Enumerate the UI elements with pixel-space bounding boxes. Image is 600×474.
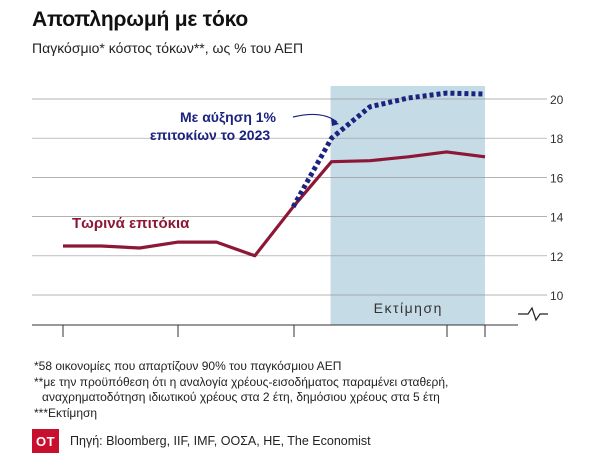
chart-title: Αποπληρωμή με τόκο: [32, 8, 249, 31]
footnotes: *58 οικονομίες που απαρτίζουν 90% του πα…: [34, 359, 448, 421]
annotation-rate-hike-line1: Με αύξηση 1%: [180, 109, 277, 125]
footnote-2: **με την προϋπόθεση ότι η αναλογία χρέου…: [34, 374, 449, 389]
y-tick-label-16: 16: [550, 171, 564, 185]
y-tick-label-12: 12: [550, 250, 564, 264]
line-chart: 10 12 14 16 18 20 Εκτίμηση Με αύξηση 1% επιτοκίω…: [32, 86, 564, 337]
annotation-arrow-line: [292, 113, 338, 123]
series-current-rates-line: [63, 150, 486, 258]
chart-subtitle: Παγκόσμιο* κόστος τόκων**, ως % του ΑΕΠ: [32, 40, 304, 56]
source-text: Πηγή: Bloomberg, IIF, IMF, ΟΟΣΑ, HE, The…: [70, 434, 371, 448]
footnote-1: *58 οικονομίες που απαρτίζουν 90% του πα…: [34, 359, 342, 373]
footnote-4: ***Εκτίμηση: [34, 405, 98, 420]
annotation-current-rates: Τωρινά επιτόκια: [72, 215, 190, 232]
estimate-label: Εκτίμηση: [374, 300, 443, 316]
y-tick-label-20: 20: [550, 93, 564, 107]
ot-logo: OT: [32, 429, 59, 453]
y-tick-label-10: 10: [550, 289, 564, 303]
annotation-rate-hike-line2: επιτοκίων το 2023: [150, 127, 271, 143]
series-rate-hike-line: [291, 90, 486, 209]
axis-break-icon: [518, 306, 548, 322]
annotation-arrow-icon: [331, 118, 339, 126]
estimate-region: [330, 86, 485, 325]
y-tick-label-18: 18: [550, 132, 564, 146]
y-tick-label-14: 14: [550, 211, 564, 225]
footnote-3: αναχρηματοδότηση ιδιωτικού χρέους στα 2 …: [42, 390, 440, 404]
